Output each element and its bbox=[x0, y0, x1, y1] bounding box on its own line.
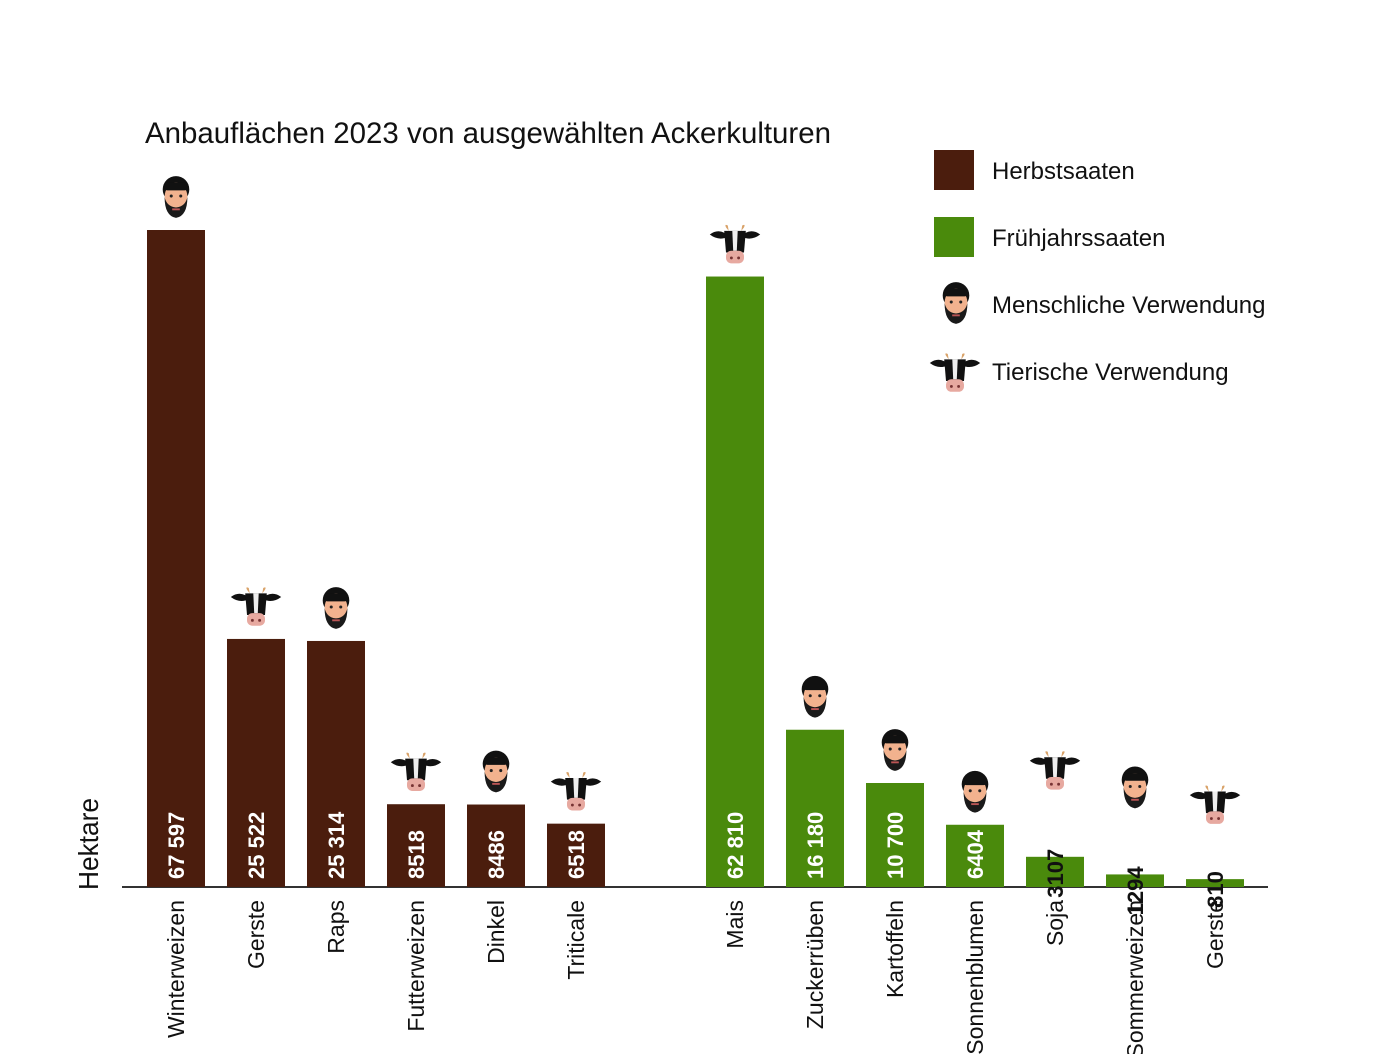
chart-title: Anbauflächen 2023 von ausgewählten Acker… bbox=[145, 117, 831, 150]
human-face-icon bbox=[881, 729, 909, 771]
category-label: Mais bbox=[722, 900, 748, 949]
legend-item: Frühjahrssaaten bbox=[934, 217, 1165, 257]
human-face-icon bbox=[162, 176, 190, 218]
value-label: 16 180 bbox=[803, 812, 828, 879]
category-label: Sommerweizen bbox=[1122, 900, 1148, 1054]
value-label: 10 700 bbox=[883, 812, 908, 879]
bar bbox=[946, 824, 1004, 887]
cow-icon bbox=[230, 587, 282, 626]
value-label: 6404 bbox=[963, 829, 988, 879]
value-label: 25 314 bbox=[324, 811, 349, 879]
value-label: 6518 bbox=[564, 830, 589, 879]
cow-icon bbox=[929, 353, 981, 392]
bar bbox=[547, 823, 605, 887]
legend-item: Herbstsaaten bbox=[934, 150, 1135, 190]
human-face-icon bbox=[801, 675, 829, 718]
legend-swatch bbox=[934, 150, 974, 190]
legend-swatch bbox=[934, 217, 974, 257]
cow-icon bbox=[550, 772, 602, 811]
bar bbox=[1186, 879, 1244, 887]
y-axis-label: Hektare bbox=[73, 798, 104, 890]
bar-group: 67 597 Winterweizen bbox=[147, 176, 205, 1038]
human-face-icon bbox=[1121, 766, 1149, 809]
category-label: Soja bbox=[1042, 900, 1068, 946]
value-label: 3107 bbox=[1043, 849, 1068, 898]
category-label: Futterweizen bbox=[403, 900, 429, 1032]
cow-icon bbox=[709, 224, 761, 264]
value-label: 8486 bbox=[484, 830, 509, 879]
legend-item: Menschliche Verwendung bbox=[942, 282, 1266, 324]
bar bbox=[706, 276, 764, 887]
legend-label: Frühjahrssaaten bbox=[992, 225, 1165, 252]
bar-group: 6404 Sonnenblumen bbox=[946, 770, 1004, 1054]
value-label: 810 bbox=[1203, 871, 1228, 908]
bar-group: 16 180 Zuckerrüben bbox=[786, 675, 844, 1029]
cow-icon bbox=[390, 752, 442, 792]
human-face-icon bbox=[322, 587, 350, 629]
bars-layer: 67 597 Winterweizen 25 522 Gerste 25 314 Raps… bbox=[147, 176, 1244, 1054]
legend-label: Menschliche Verwendung bbox=[992, 292, 1266, 319]
category-label: Kartoffeln bbox=[882, 900, 908, 998]
human-face-icon bbox=[482, 750, 510, 793]
category-label: Gerste bbox=[243, 900, 269, 969]
value-label: 8518 bbox=[404, 830, 429, 879]
bar bbox=[1026, 856, 1084, 887]
bar bbox=[866, 783, 924, 887]
value-label: 62 810 bbox=[723, 812, 748, 879]
legend: Herbstsaaten Frühjahrssaaten Menschliche V… bbox=[929, 150, 1266, 392]
human-face-icon bbox=[942, 282, 970, 324]
bar bbox=[147, 230, 205, 887]
human-face-icon bbox=[961, 770, 989, 813]
legend-label: Herbstsaaten bbox=[992, 158, 1135, 185]
legend-item: Tierische Verwendung bbox=[929, 353, 1229, 392]
cow-icon bbox=[1189, 785, 1241, 824]
bar-group: 8486 Dinkel bbox=[467, 750, 525, 964]
value-label: 67 597 bbox=[164, 812, 189, 879]
bar bbox=[307, 640, 365, 887]
value-label: 1294 bbox=[1123, 866, 1148, 916]
bar-group: 62 810 Mais bbox=[706, 224, 764, 949]
category-label: Zuckerrüben bbox=[802, 900, 828, 1029]
bar-group: 8518 Futterweizen bbox=[387, 752, 445, 1032]
category-label: Sonnenblumen bbox=[962, 900, 988, 1054]
value-label: 25 522 bbox=[244, 812, 269, 879]
bar bbox=[1106, 874, 1164, 887]
category-label: Raps bbox=[323, 900, 349, 954]
bar-group: 6518 Triticale bbox=[547, 772, 605, 980]
bar bbox=[227, 638, 285, 887]
category-label: Winterweizen bbox=[163, 900, 189, 1038]
category-label: Gerste bbox=[1202, 900, 1228, 969]
bar bbox=[786, 729, 844, 887]
bar-group: 10 700 Kartoffeln bbox=[866, 729, 924, 998]
bar-group: 25 522 Gerste bbox=[227, 587, 285, 969]
legend-label: Tierische Verwendung bbox=[992, 359, 1229, 386]
category-label: Dinkel bbox=[483, 900, 509, 964]
cow-icon bbox=[1029, 751, 1081, 790]
bar bbox=[467, 804, 525, 887]
category-label: Triticale bbox=[563, 900, 589, 980]
bar-group: 25 314 Raps bbox=[307, 587, 365, 954]
bar bbox=[387, 804, 445, 887]
